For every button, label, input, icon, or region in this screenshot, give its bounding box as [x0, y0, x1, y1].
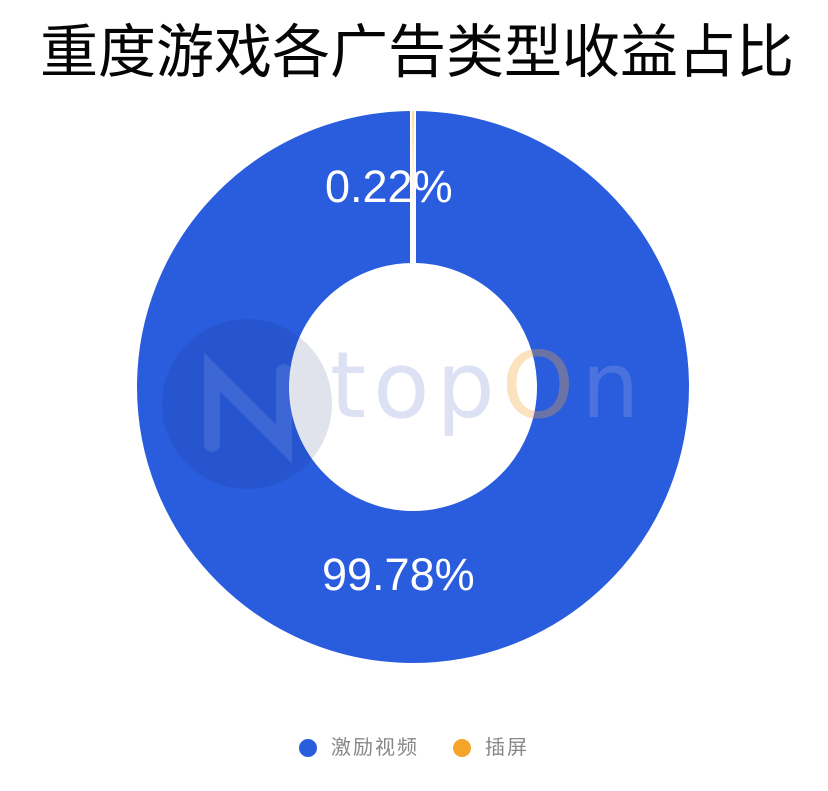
legend-dot-orange-icon: [453, 739, 471, 757]
legend-label-interstitial: 插屏: [485, 737, 529, 759]
legend-label-rewarded-video: 激励视频: [331, 737, 419, 759]
slice-label-rewarded-video: 99.78%: [322, 549, 475, 600]
legend-dot-blue-icon: [299, 739, 317, 757]
chart-title: 重度游戏各广告类型收益占比: [40, 20, 795, 85]
slice-label-interstitial: 0.22%: [325, 161, 453, 212]
legend-item-interstitial[interactable]: 插屏: [453, 738, 529, 758]
legend-item-rewarded-video[interactable]: 激励视频: [299, 738, 419, 758]
legend: 激励视频 插屏: [0, 738, 828, 758]
